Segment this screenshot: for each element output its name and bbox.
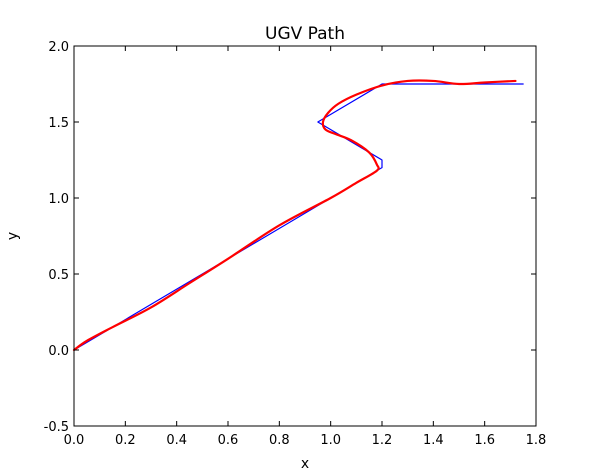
x-tick-label: 0.8	[269, 433, 290, 448]
x-tick-label: 0.6	[218, 433, 239, 448]
x-tick-label: 1.2	[372, 433, 393, 448]
x-tick-label: 0.0	[64, 433, 85, 448]
plot-frame	[73, 45, 537, 427]
series-line-blue	[73, 83, 524, 351]
chart-title: UGV Path	[265, 24, 345, 44]
x-tick-label: 1.6	[474, 433, 495, 448]
y-axis-ticks: -0.5 0.0 0.5 1.0 1.5 2.0	[44, 40, 536, 435]
x-tick-label: 0.2	[115, 433, 136, 448]
plot-lines	[72, 79, 524, 352]
x-tick-label: 0.4	[166, 433, 187, 448]
series-line-red	[72, 79, 517, 352]
x-axis-label: x	[301, 456, 309, 472]
y-tick-label: 1.0	[48, 192, 69, 207]
x-tick-label: 1.8	[526, 433, 547, 448]
y-tick-label: 0.0	[48, 344, 69, 359]
y-tick-label: 2.0	[48, 40, 69, 55]
y-tick-label: 0.5	[48, 268, 69, 283]
y-tick-label: -0.5	[44, 420, 69, 435]
x-axis-ticks: 0.0 0.2 0.4 0.6 0.8 1.0 1.2 1.4 1.6 1.8	[64, 46, 547, 448]
x-tick-label: 1.0	[320, 433, 341, 448]
y-axis-label: y	[5, 232, 21, 240]
x-tick-label: 1.4	[423, 433, 444, 448]
y-tick-label: 1.5	[48, 116, 69, 131]
